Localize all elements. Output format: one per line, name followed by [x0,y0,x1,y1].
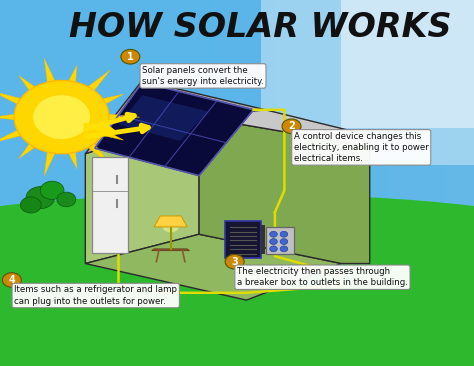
Bar [261,0,474,165]
Polygon shape [95,82,254,176]
Polygon shape [199,117,370,264]
Circle shape [20,197,41,213]
Polygon shape [44,146,57,176]
Bar [0,0,474,256]
Bar [389,0,417,256]
Bar [332,0,360,256]
Circle shape [270,231,277,237]
Text: 1: 1 [127,52,134,62]
Bar [360,0,389,256]
Polygon shape [96,94,124,107]
Circle shape [57,192,76,207]
Polygon shape [19,139,40,158]
Polygon shape [83,139,110,164]
Text: Solar panels convert the
sun's energy into electricity.: Solar panels convert the sun's energy in… [142,66,264,86]
Bar [92,157,128,253]
Text: The electricity then passes through
a breaker box to outlets in the building.: The electricity then passes through a br… [237,267,408,287]
Text: 4: 4 [9,275,15,285]
Polygon shape [66,146,77,169]
Bar [225,221,261,258]
Bar [417,0,446,256]
Ellipse shape [0,194,474,274]
Polygon shape [85,117,199,264]
Polygon shape [0,127,27,143]
Circle shape [2,273,21,287]
Polygon shape [0,91,27,107]
Polygon shape [152,249,190,251]
Circle shape [40,181,64,199]
Bar [275,0,303,256]
Polygon shape [96,127,124,140]
Polygon shape [0,113,22,121]
Circle shape [282,119,301,134]
Circle shape [121,49,140,64]
Bar [190,0,218,256]
Text: HOW SOLAR WORKS: HOW SOLAR WORKS [70,11,452,44]
Bar [246,0,275,256]
Circle shape [280,246,288,252]
Circle shape [33,95,90,139]
Text: 3: 3 [231,257,238,267]
Polygon shape [66,66,77,88]
Bar [303,0,332,256]
Circle shape [280,231,288,237]
Polygon shape [83,70,110,95]
Circle shape [162,219,179,232]
Polygon shape [44,58,57,88]
Polygon shape [154,216,187,227]
Polygon shape [85,81,265,154]
Bar [218,0,246,256]
Circle shape [270,246,277,252]
Polygon shape [85,234,341,300]
Text: A control device changes this
electricity, enabling it to power
electrical items: A control device changes this electricit… [294,132,428,163]
Bar [341,0,474,128]
Circle shape [280,239,288,244]
Bar [266,227,294,254]
Circle shape [225,254,244,269]
Circle shape [26,187,55,209]
Circle shape [14,81,109,154]
Text: Items such as a refrigerator and lamp
can plug into the outlets for power.: Items such as a refrigerator and lamp ca… [14,285,177,306]
Circle shape [270,239,277,244]
Bar [446,0,474,256]
Polygon shape [101,113,140,121]
Polygon shape [118,95,209,141]
Text: 2: 2 [288,121,295,131]
Polygon shape [199,110,370,146]
Bar [261,225,265,254]
Bar [0,227,474,366]
Polygon shape [19,76,40,95]
